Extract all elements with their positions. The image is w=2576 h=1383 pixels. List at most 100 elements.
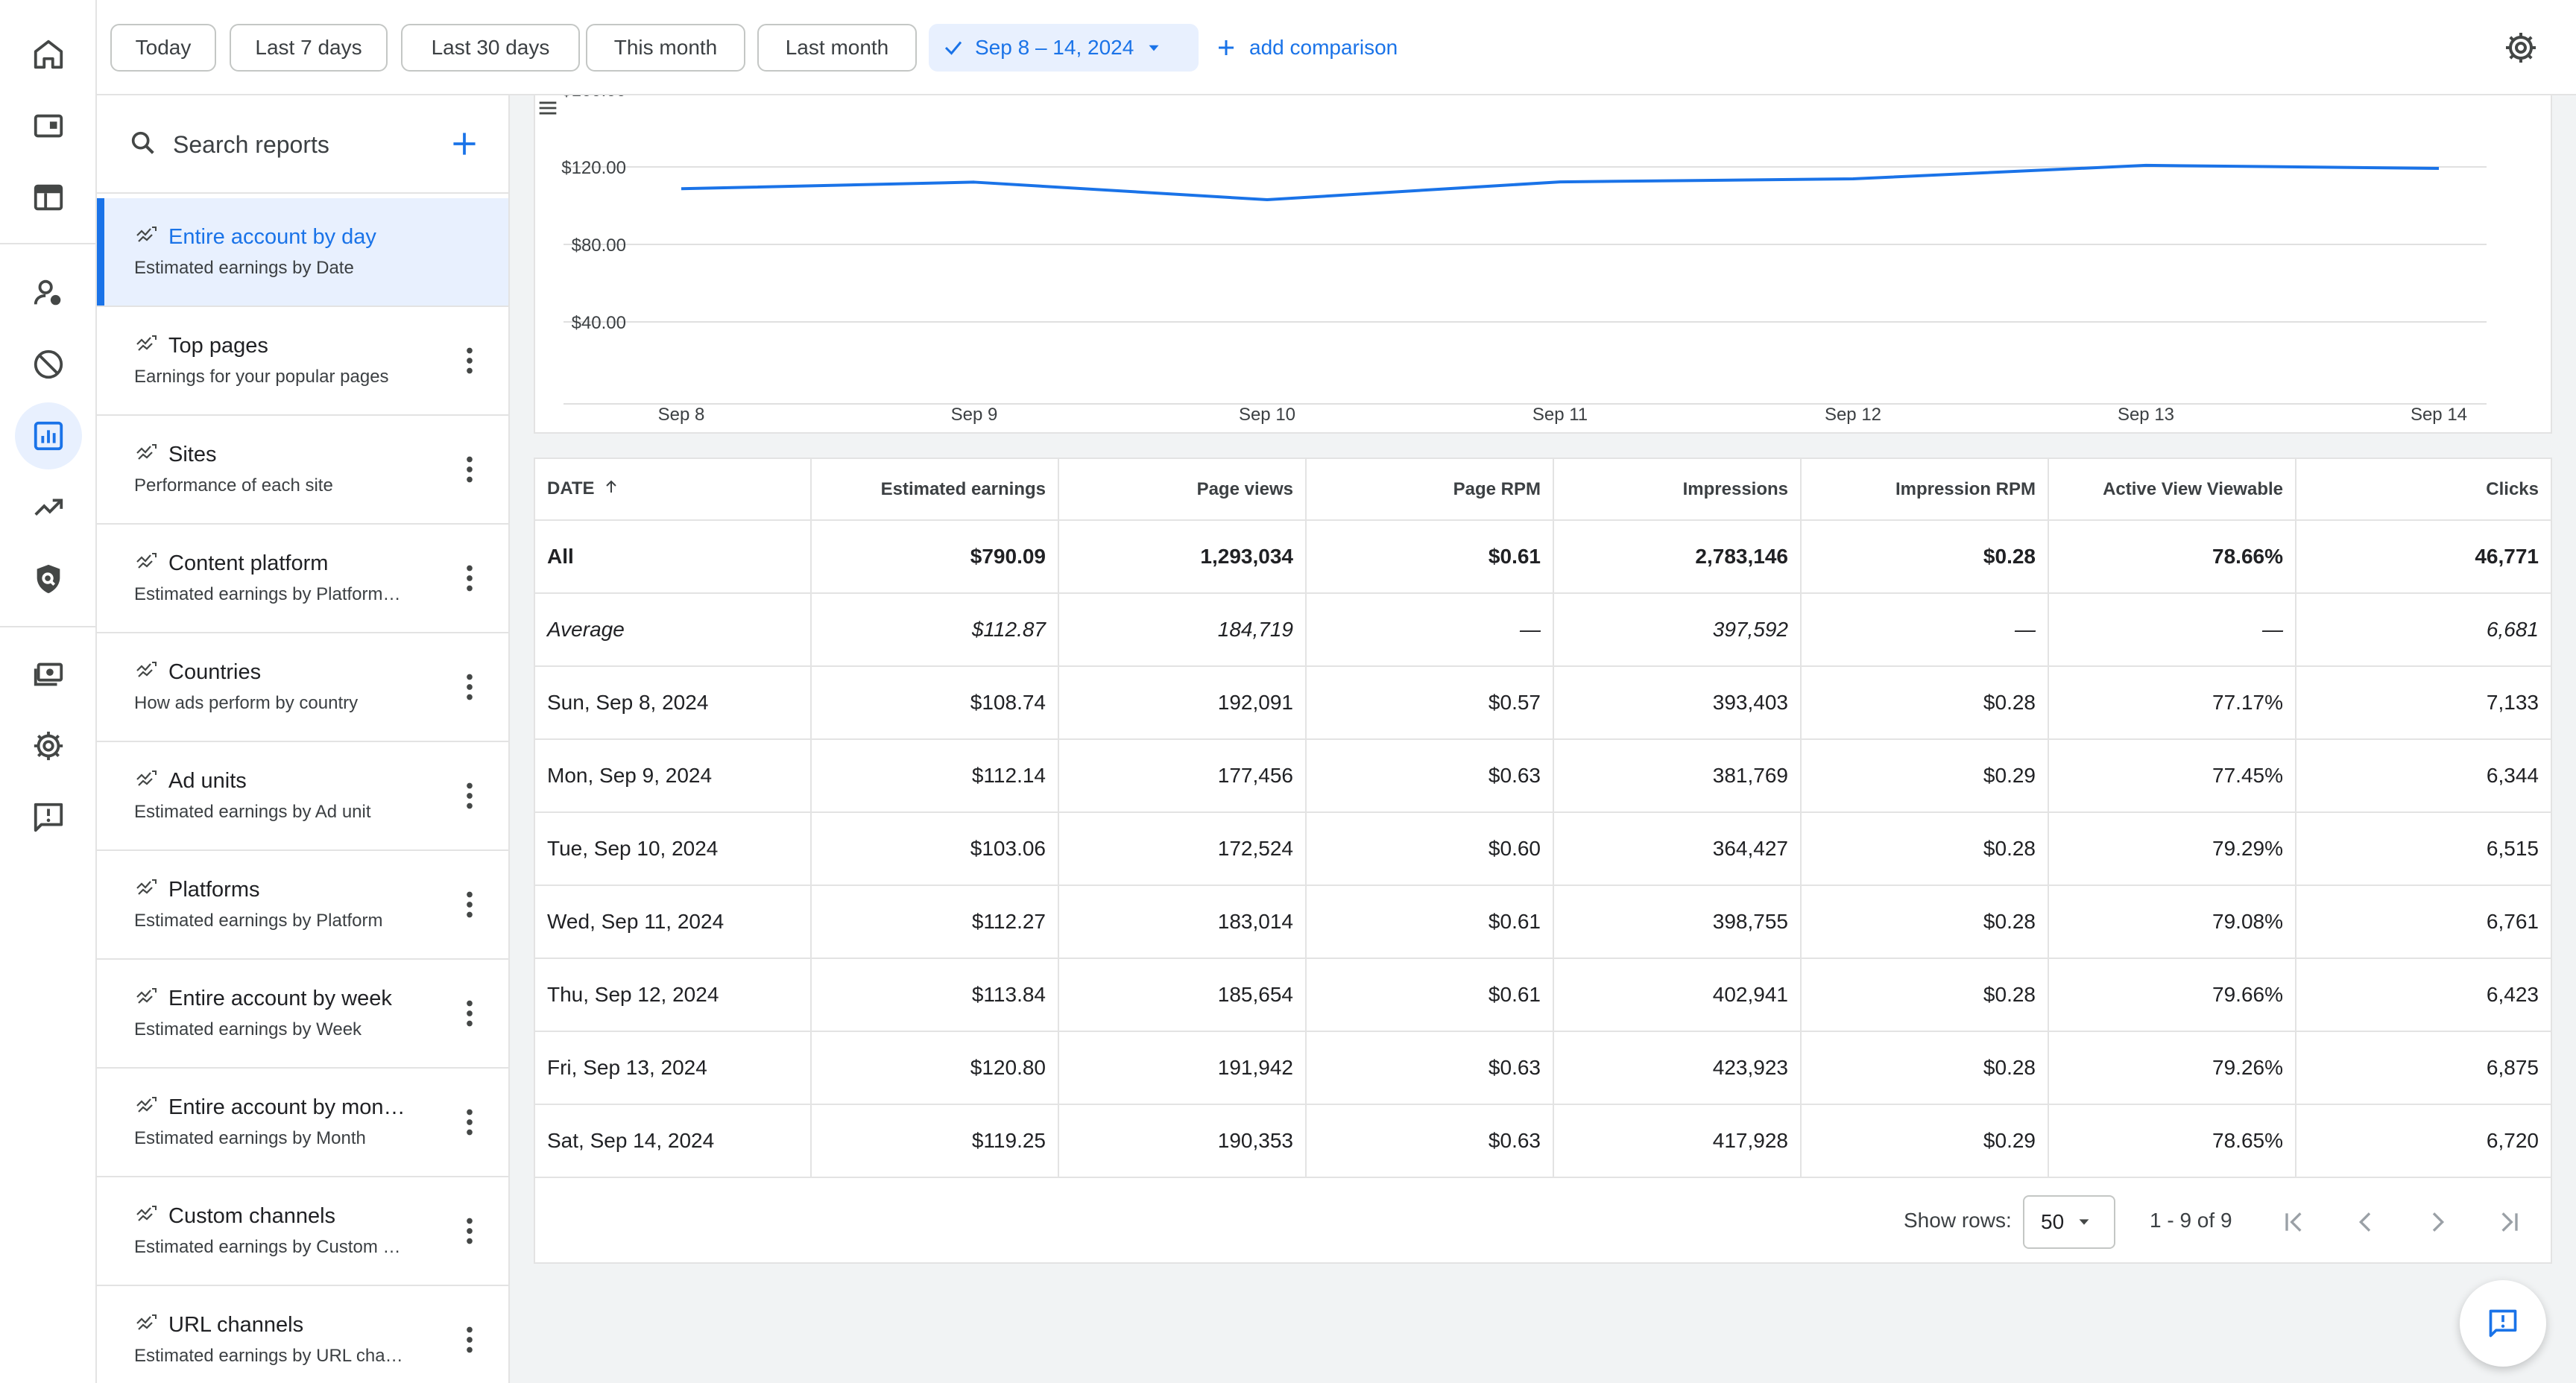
send-feedback-button[interactable] <box>2460 1280 2546 1367</box>
table-cell: $0.61 <box>1306 885 1554 959</box>
chip-today[interactable]: Today <box>110 24 216 72</box>
x-tick-label: Sep 14 <box>2411 405 2467 425</box>
report-item[interactable]: Entire account by day Estimated earnings … <box>97 198 508 307</box>
report-item[interactable]: Sites Performance of each site <box>97 416 508 525</box>
report-item[interactable]: Platforms Estimated earnings by Platform <box>97 851 508 960</box>
nav-account-button[interactable] <box>15 712 82 779</box>
previous-page-button[interactable] <box>2343 1200 2388 1244</box>
x-tick-label: Sep 13 <box>2118 405 2174 425</box>
table-cell: $112.27 <box>811 885 1059 959</box>
table-cell: $0.28 <box>1801 520 2049 594</box>
report-subtitle: Earnings for your popular pages <box>134 367 389 387</box>
nav-privacy-messaging-button[interactable] <box>15 259 82 326</box>
next-page-button[interactable] <box>2415 1200 2460 1244</box>
table-cell: Wed, Sep 11, 2024 <box>535 885 812 959</box>
more-options-icon[interactable] <box>450 773 489 818</box>
report-item[interactable]: Content platform Estimated earnings by Pl… <box>97 525 508 633</box>
report-item[interactable]: Countries How ads perform by country <box>97 633 508 742</box>
show-rows-label: Show rows: <box>1904 1209 2012 1232</box>
column-header[interactable]: Page RPM <box>1306 459 1554 521</box>
payments-icon <box>34 662 63 686</box>
more-options-icon[interactable] <box>450 1209 489 1253</box>
nav-blocking-controls-button[interactable] <box>15 331 82 398</box>
left-nav-rail <box>0 0 97 1383</box>
plus-icon <box>1219 40 1234 55</box>
table-cell: 192,091 <box>1058 666 1307 740</box>
report-item[interactable]: Entire account by mon… Estimated earnings… <box>97 1069 508 1177</box>
sort-ascending-icon <box>602 478 620 501</box>
column-header[interactable]: Active View Viewable <box>2048 459 2296 521</box>
nav-payments-button[interactable] <box>15 641 82 708</box>
table-cell: $790.09 <box>811 520 1059 594</box>
nav-content-button[interactable] <box>15 164 82 231</box>
more-options-icon[interactable] <box>450 665 489 709</box>
table-cell: $119.25 <box>811 1104 1059 1178</box>
report-item[interactable]: URL channels Estimated earnings by URL ch… <box>97 1286 508 1383</box>
column-header[interactable]: Estimated earnings <box>811 459 1059 521</box>
table-cell: $0.57 <box>1306 666 1554 740</box>
table-cell: 172,524 <box>1058 812 1307 886</box>
report-sparkline-icon <box>136 987 158 1008</box>
total-row: All $790.09 1,293,034 $0.61 2,783,146 $0.28 78… <box>535 520 2551 594</box>
first-page-button[interactable] <box>2272 1200 2317 1244</box>
more-options-icon[interactable] <box>450 1317 489 1362</box>
chip-last-7-days[interactable]: Last 7 days <box>230 24 388 72</box>
column-header-label: Page RPM <box>1453 478 1541 499</box>
column-header[interactable]: Page views <box>1058 459 1307 521</box>
report-subtitle: Estimated earnings by Platform… <box>134 584 401 604</box>
chip-last-30-days[interactable]: Last 30 days <box>401 24 580 72</box>
chart-legend-menu-icon[interactable] <box>535 95 561 121</box>
caret-down-icon <box>1149 45 1159 51</box>
table-cell: 77.17% <box>2048 666 2296 740</box>
more-options-icon[interactable] <box>450 447 489 492</box>
table-cell: — <box>1801 593 2049 667</box>
series-line <box>681 163 2440 202</box>
nav-optimization-button[interactable] <box>15 474 82 541</box>
settings-button[interactable] <box>2491 18 2551 77</box>
y-tick-label: $40.00 <box>572 313 626 333</box>
table-row: Sat, Sep 14, 2024 $119.25 190,353 $0.63 417,… <box>535 1104 2551 1178</box>
rows-per-page-select[interactable]: 50 <box>2023 1195 2115 1249</box>
more-options-icon[interactable] <box>450 991 489 1036</box>
rail-divider <box>0 626 97 627</box>
more-options-icon[interactable] <box>450 882 489 927</box>
nav-ads-button[interactable] <box>15 92 82 159</box>
nav-feedback-button[interactable] <box>15 784 82 851</box>
report-title: Platforms <box>168 878 260 902</box>
column-header[interactable]: Impression RPM <box>1801 459 2049 521</box>
report-subtitle: Estimated earnings by Platform <box>134 911 383 931</box>
table-cell: All <box>535 520 812 594</box>
nav-home-button[interactable] <box>15 21 82 88</box>
chip-last-month[interactable]: Last month <box>757 24 917 72</box>
table-row: Mon, Sep 9, 2024 $112.14 177,456 $0.63 381,7… <box>535 739 2551 813</box>
nav-reports-button[interactable] <box>15 402 82 469</box>
report-item[interactable]: Custom channels Estimated earnings by Cus… <box>97 1177 508 1286</box>
column-header[interactable]: Clicks <box>2296 459 2551 521</box>
table-cell: 184,719 <box>1058 593 1307 667</box>
column-header[interactable]: Impressions <box>1553 459 1802 521</box>
column-header[interactable]: DATE <box>535 459 812 521</box>
report-item[interactable]: Ad units Estimated earnings by Ad unit <box>97 742 508 851</box>
more-options-icon[interactable] <box>450 556 489 601</box>
table-cell: $112.14 <box>811 739 1059 813</box>
table-row: Wed, Sep 11, 2024 $112.27 183,014 $0.61 398,… <box>535 885 2551 959</box>
add-comparison-button[interactable]: add comparison <box>1215 24 1398 72</box>
nav-policy-center-button[interactable] <box>15 545 82 613</box>
new-report-icon[interactable] <box>446 125 483 162</box>
chip-this-month[interactable]: This month <box>586 24 745 72</box>
more-options-icon[interactable] <box>450 338 489 383</box>
table-cell: $0.61 <box>1306 520 1554 594</box>
search-input[interactable]: Search reports <box>173 131 329 158</box>
table-cell: 79.66% <box>2048 958 2296 1032</box>
line-chart: $160.00 $120.00 $80.00 $40.00 Sep 8 Sep 9 Sep … <box>561 95 2487 425</box>
date-range-label: Sep 8 – 14, 2024 <box>975 36 1134 59</box>
table-pagination: Show rows: 50 1 - 9 of 9 <box>535 1179 2551 1262</box>
more-options-icon[interactable] <box>450 1100 489 1145</box>
date-range-selector[interactable]: Sep 8 – 14, 2024 <box>929 24 1199 72</box>
last-page-button[interactable] <box>2487 1200 2531 1244</box>
report-item[interactable]: Entire account by week Estimated earnings… <box>97 960 508 1069</box>
report-title: Top pages <box>168 334 268 358</box>
column-header-label: DATE <box>547 478 595 499</box>
reports-icon <box>34 421 63 451</box>
report-item[interactable]: Top pages Earnings for your popular pages <box>97 307 508 416</box>
